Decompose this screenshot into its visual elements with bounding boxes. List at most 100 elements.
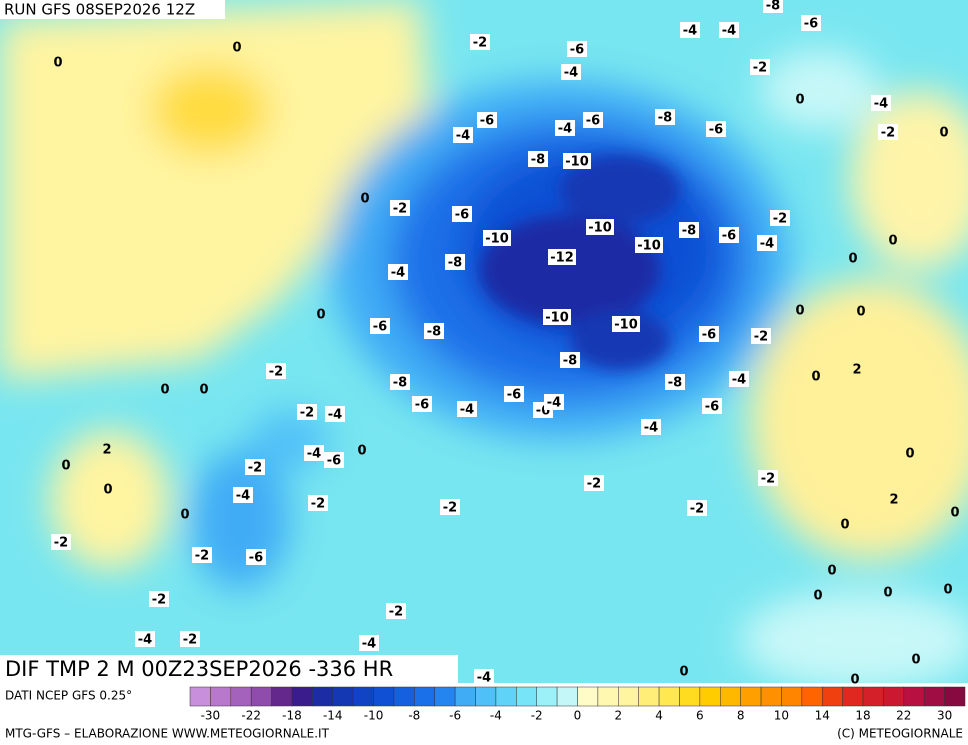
contour-label: -4 — [547, 396, 561, 411]
label-box — [233, 487, 253, 503]
colorbar-box — [760, 686, 782, 707]
label-box — [665, 374, 685, 390]
contour-label: 0 — [795, 93, 804, 108]
contour-label: -4 — [683, 24, 697, 39]
contour-label: 0 — [795, 304, 804, 319]
contour-label: -6 — [480, 114, 494, 129]
colorbar-box — [495, 686, 517, 707]
contour-label: -10 — [565, 155, 589, 170]
colorbar-box — [536, 686, 558, 707]
label-box — [474, 669, 494, 685]
label-box — [801, 15, 821, 31]
contour-label: -6 — [570, 43, 584, 58]
contour-label: -4 — [307, 447, 321, 462]
label-box — [504, 386, 524, 402]
label-box — [412, 396, 432, 412]
contour-label: -2 — [443, 501, 457, 516]
label-box — [751, 328, 771, 344]
contour-label: 0 — [850, 673, 859, 688]
contour-label: -2 — [248, 461, 262, 476]
title-box — [0, 655, 458, 683]
colorbar-box — [638, 686, 660, 707]
colorbar-box — [862, 686, 884, 707]
contour-label: -6 — [373, 320, 387, 335]
label-box — [729, 371, 749, 387]
label-box — [702, 398, 722, 414]
contour-label: -8 — [668, 376, 682, 391]
contour-label: -4 — [760, 237, 774, 252]
contour-label: 0 — [856, 305, 865, 320]
colorbar-label: 4 — [655, 709, 663, 723]
label-box — [635, 237, 663, 253]
contour-label: -4 — [460, 403, 474, 418]
contour-label: -10 — [588, 221, 612, 236]
contour-label: -6 — [415, 398, 429, 413]
colorbar-box — [454, 686, 476, 707]
label-box — [453, 127, 473, 143]
contour-label: -6 — [722, 229, 736, 244]
contour-label: -6 — [327, 454, 341, 469]
colorbar-box — [475, 686, 497, 707]
label-box — [457, 401, 477, 417]
label-box — [586, 219, 614, 235]
colorbar-box — [923, 686, 945, 707]
contour-label: -10 — [545, 311, 569, 326]
colorbar-label: 10 — [774, 709, 789, 723]
contour-label: -2 — [393, 202, 407, 217]
contour-label: -4 — [391, 266, 405, 281]
colorbar-label: 22 — [896, 709, 911, 723]
contour-label: -8 — [658, 111, 672, 126]
contour-label: -4 — [564, 66, 578, 81]
contour-label: -12 — [550, 251, 574, 266]
contour-label: -2 — [473, 36, 487, 51]
colorbar-box — [250, 686, 272, 707]
contour-label: 0 — [357, 444, 366, 459]
colorbar-label: 8 — [737, 709, 745, 723]
contour-label: -8 — [448, 256, 462, 271]
colorbar-box — [597, 686, 619, 707]
contour-label: -6 — [249, 551, 263, 566]
contour-label: -6 — [705, 400, 719, 415]
contour-label: 0 — [180, 508, 189, 523]
label-box — [370, 318, 390, 334]
contour-label: -8 — [427, 325, 441, 340]
colorbar-label: -14 — [323, 709, 343, 723]
colorbar-label: -18 — [282, 709, 302, 723]
contour-label: -10 — [614, 318, 638, 333]
colorbar-label: 6 — [696, 709, 704, 723]
label-box — [180, 631, 200, 647]
colorbar-box — [373, 686, 395, 707]
label-box — [477, 112, 497, 128]
colorbar-label: -10 — [364, 709, 384, 723]
label-box — [297, 404, 317, 420]
contour-label: -2 — [269, 365, 283, 380]
colorbar-label: 18 — [855, 709, 870, 723]
label-box — [655, 109, 675, 125]
colorbar-box — [781, 686, 803, 707]
label-box — [324, 452, 344, 468]
colorbar-box — [230, 686, 252, 707]
contour-label: 0 — [827, 564, 836, 579]
contour-label: -6 — [804, 17, 818, 32]
contour-label: -4 — [722, 24, 736, 39]
contour-label: 0 — [939, 126, 948, 141]
label-box — [612, 316, 640, 332]
label-box — [561, 64, 581, 80]
colorbar-box — [210, 686, 232, 707]
label-box — [706, 121, 726, 137]
label-box — [359, 635, 379, 651]
label-box — [567, 41, 587, 57]
contour-label: -6 — [455, 208, 469, 223]
label-box — [544, 394, 564, 410]
colorbar-label: 14 — [815, 709, 830, 723]
label-box — [483, 230, 511, 246]
contour-label: -2 — [773, 212, 787, 227]
contour-label: 2 — [852, 363, 861, 378]
colorbar-box — [271, 686, 293, 707]
contour-label: -4 — [138, 633, 152, 648]
colorbar-box — [801, 686, 823, 707]
contour-label: 0 — [848, 252, 857, 267]
colorbar-label: -30 — [201, 709, 221, 723]
colorbar-box — [842, 686, 864, 707]
label-box — [308, 495, 328, 511]
